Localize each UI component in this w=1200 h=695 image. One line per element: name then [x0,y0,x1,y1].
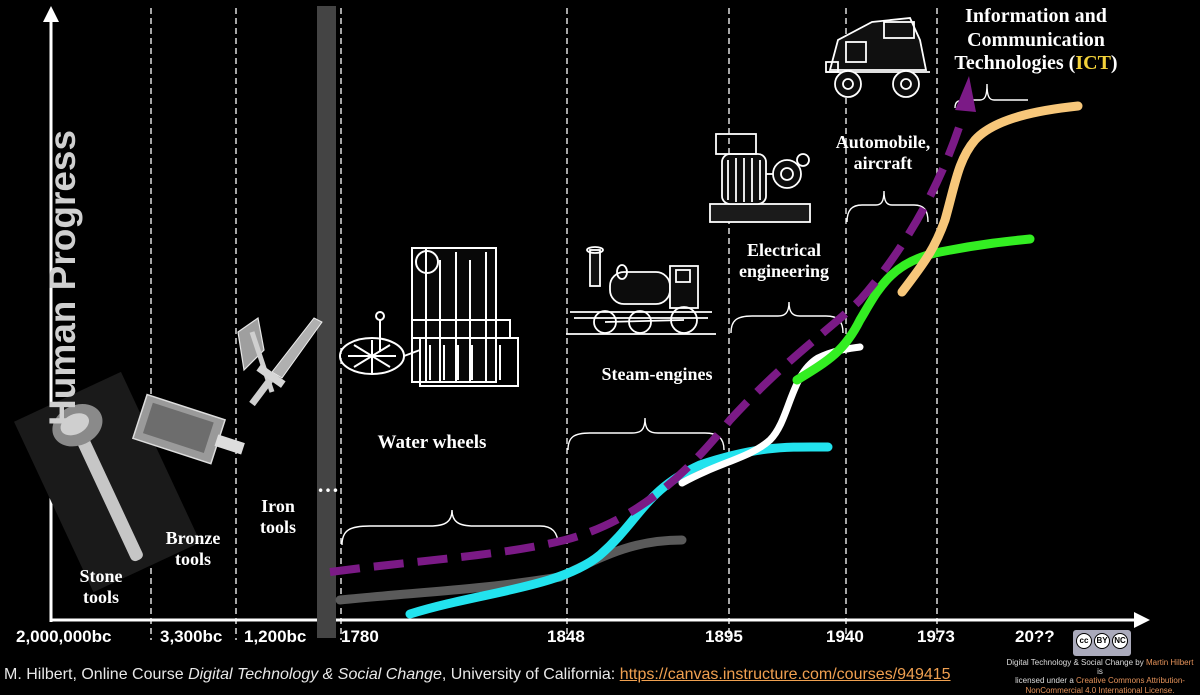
course-link[interactable]: https://canvas.instructure.com/courses/9… [619,666,951,683]
iron-sword-icon [249,317,323,407]
cc-license-badge-icon[interactable]: cc BY NC [1073,630,1131,656]
label-bronze-tools: Bronze tools [165,528,221,570]
label-steam-engines: Steam-engines [601,364,713,384]
tick-1780: 1780 [341,627,379,646]
tick-1848: 1848 [547,627,585,646]
orange-wave-curve [897,101,1083,297]
y-axis-arrow [43,6,59,22]
tick-1973: 1973 [917,627,955,646]
dashed-trend-arrowhead [955,76,976,112]
era-separators [150,8,938,640]
tick-20xx: 20?? [1015,627,1055,646]
label-water-wheels: Water wheels [377,432,487,453]
era-break-bar [317,6,336,638]
license-text: Digital Technology & Social Change by Ma… [1006,658,1194,695]
tick-1940: 1940 [826,627,864,646]
label-ict: Information and Communication Technologi… [954,5,1118,75]
label-iron-tools: Iron tools [260,496,296,538]
green-wave-curve [792,234,1035,385]
brace-water-wheels [341,509,559,546]
tick-3300bc: 3,300bc [160,627,223,646]
brace-ict [954,83,1028,109]
label-ellipsis: … [317,472,339,497]
electric-generator-icon [709,133,811,223]
y-axis-label: Human Progress [42,129,83,426]
brace-electrical [730,301,844,334]
dashed-trend-curve [329,113,967,576]
cyan-wave-curve [405,442,833,619]
tick-1895: 1895 [705,627,743,646]
tick-1200bc: 1,200bc [244,627,307,646]
bronze-chisel-icon [131,393,245,465]
brace-steam-engines [567,417,725,451]
label-electrical-engineering: Electrical engineering [739,240,829,282]
vintage-car-icon [825,17,930,98]
stone-axe-icon [14,371,201,593]
label-stone-tools: Stone tools [79,566,123,608]
steam-locomotive-icon [566,246,716,335]
tick-2000000bc: 2,000,000bc [16,627,112,646]
spinning-frame-icon [339,247,519,387]
footer-citation: M. Hilbert, Online Course Digital Techno… [4,666,951,683]
ict-abbreviation: ICT [1075,52,1111,75]
label-automobile-aircraft: Automobile, aircraft [835,132,931,174]
x-axis-arrow [1134,612,1150,628]
brace-automobile [846,190,929,223]
